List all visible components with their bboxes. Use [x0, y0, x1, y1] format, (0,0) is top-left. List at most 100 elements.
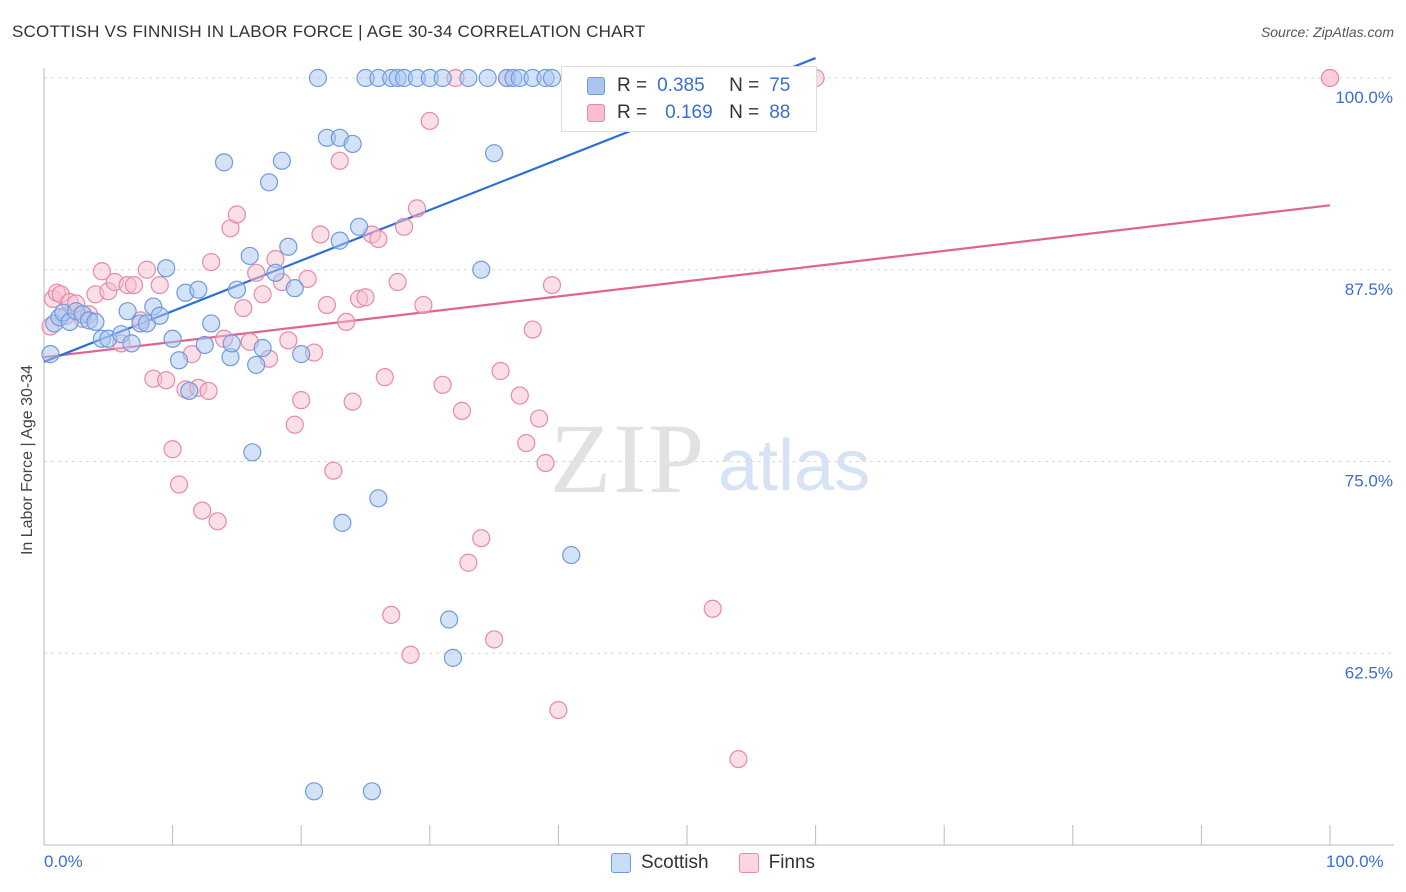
finns-point	[523, 320, 542, 339]
finns-point	[452, 401, 472, 420]
finns-point	[163, 440, 182, 459]
finns-point	[137, 260, 156, 279]
watermark: ZIP atlas	[550, 403, 870, 514]
finns-point	[729, 749, 748, 769]
finns-point	[208, 512, 227, 531]
stats-row-scottish: R = 0.385 N = 75	[587, 75, 790, 97]
finns-point	[420, 111, 439, 131]
finns-point	[330, 151, 349, 170]
scottish-point	[443, 648, 463, 667]
r-value: 0.385	[657, 75, 705, 96]
scottish-point	[369, 489, 388, 508]
y-tick-label: 100.0%	[1335, 88, 1393, 107]
finns-point	[433, 375, 452, 394]
finns-point	[472, 529, 491, 548]
scottish-point	[308, 68, 328, 88]
scottish-point	[362, 782, 382, 801]
finns-point	[510, 386, 529, 405]
scottish-point	[86, 312, 105, 332]
finns-point	[92, 262, 111, 281]
scottish-point	[41, 345, 60, 364]
finns-point	[324, 461, 343, 480]
finns-point	[1320, 68, 1340, 88]
scottish-point	[285, 279, 304, 298]
finns-point	[485, 630, 504, 649]
r-label: R =	[617, 75, 648, 96]
finns-point	[317, 295, 337, 315]
finns-point	[157, 371, 176, 390]
scottish-point	[157, 259, 176, 278]
y-tick-label: 87.5%	[1345, 280, 1393, 299]
scottish-point	[542, 68, 562, 88]
scottish-point	[472, 260, 491, 279]
scottish-point	[214, 153, 234, 172]
finns-point	[169, 475, 189, 494]
watermark-atlas: atlas	[718, 426, 870, 506]
finns-point	[536, 453, 555, 473]
finns-point	[311, 225, 330, 244]
r-value: 0.169	[665, 102, 713, 123]
finns-point	[542, 275, 562, 295]
scottish-point	[169, 351, 189, 370]
finns-point	[343, 392, 362, 411]
finns-point	[382, 605, 401, 625]
scottish-swatch	[611, 853, 631, 873]
scottish-point	[330, 231, 349, 250]
finns-point	[193, 501, 212, 520]
finns-point	[227, 205, 246, 224]
finns-point	[124, 275, 144, 295]
y-axis-label: In Labor Force | Age 30-34	[19, 364, 36, 556]
chart-source: Source: ZipAtlas.com	[1260, 24, 1394, 40]
scottish-point	[227, 280, 246, 299]
scottish-point	[163, 329, 182, 348]
finns-point	[407, 199, 427, 218]
scottish-point	[243, 443, 262, 462]
finns-point	[530, 409, 549, 428]
finns-point	[459, 553, 478, 572]
stats-row-finns: R = 0.169 N = 88	[587, 102, 790, 124]
series-legend: Scottish Finns	[611, 852, 845, 874]
finns-point	[517, 433, 536, 453]
scottish-point	[240, 246, 259, 266]
scottish-point	[189, 280, 208, 299]
scottish-point	[272, 151, 292, 170]
n-value: 88	[769, 102, 791, 123]
finns-point	[356, 288, 375, 307]
scottish-point	[247, 355, 266, 374]
finns-point	[247, 263, 266, 282]
finns-point	[337, 312, 356, 332]
finns-point	[298, 269, 317, 289]
finns-point	[369, 229, 388, 249]
finns-point	[549, 700, 568, 720]
finns-point	[292, 391, 311, 410]
finns-point	[703, 599, 722, 618]
n-value: 75	[769, 75, 791, 96]
scottish-swatch	[587, 77, 605, 95]
finns-point	[285, 415, 304, 434]
scottish-point	[343, 134, 362, 154]
legend-item-scottish[interactable]: Scottish	[611, 852, 709, 874]
scottish-point	[259, 173, 279, 192]
finns-point	[375, 368, 394, 387]
scottish-point	[304, 782, 324, 801]
r-label: R =	[617, 102, 648, 123]
gridlines	[44, 77, 1394, 654]
finns-point	[394, 217, 414, 236]
y-tick-label: 62.5%	[1345, 663, 1393, 682]
legend-item-finns[interactable]: Finns	[738, 852, 815, 874]
scottish-point	[118, 302, 137, 321]
finns-swatch	[738, 853, 759, 873]
scottish-point	[333, 513, 352, 532]
scottish-point	[266, 263, 285, 282]
legend-label: Scottish	[641, 852, 709, 873]
axes	[43, 68, 1394, 846]
scottish-point	[150, 306, 169, 325]
finns-point	[202, 252, 221, 272]
n-label: N =	[729, 102, 760, 123]
scottish-point	[433, 68, 452, 88]
scottish-point	[253, 338, 272, 358]
finns-point	[253, 285, 272, 304]
finns-point	[199, 381, 218, 401]
scottish-point	[180, 381, 199, 401]
